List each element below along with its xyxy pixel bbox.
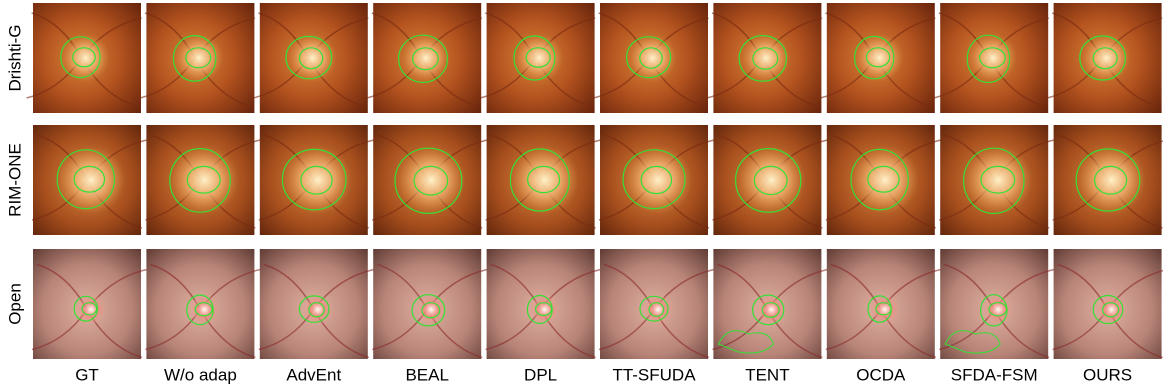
fundus-image xyxy=(32,125,147,235)
fundus-image xyxy=(1047,3,1162,113)
fundus-image xyxy=(367,3,482,113)
optic-disc xyxy=(742,34,790,82)
fundus-image xyxy=(140,3,255,113)
column-label: BEAL xyxy=(405,365,448,384)
column-label: W/o adap xyxy=(164,365,237,384)
optic-disc xyxy=(756,294,787,325)
fundus-image xyxy=(826,125,941,235)
column-label: DPL xyxy=(524,365,557,384)
optic-disc xyxy=(402,34,450,82)
column-label: TT-SFUDA xyxy=(612,365,696,384)
fundus-image xyxy=(372,125,487,235)
optic-disc xyxy=(529,294,560,325)
fundus-image xyxy=(599,125,714,235)
fundus-image xyxy=(32,249,147,359)
fundus-image xyxy=(594,3,709,113)
optic-disc xyxy=(983,294,1014,325)
row-label: Open xyxy=(5,283,24,325)
fundus-image xyxy=(253,3,368,113)
fundus-image xyxy=(486,249,601,359)
fundus-image xyxy=(259,125,374,235)
optic-disc xyxy=(189,294,220,325)
row-label: RIM-ONE xyxy=(5,143,24,217)
column-label: GT xyxy=(75,365,99,384)
fundus-image xyxy=(145,125,260,235)
image-grid xyxy=(27,3,1163,359)
fundus-image xyxy=(27,3,142,113)
column-label: AdvEnt xyxy=(286,365,341,384)
optic-disc xyxy=(416,294,447,325)
fundus-image xyxy=(259,249,374,359)
fundus-image xyxy=(1053,249,1163,359)
fundus-image xyxy=(939,249,1054,359)
fundus-image xyxy=(1053,125,1163,235)
row-label: Drishti-G xyxy=(5,24,24,91)
column-label: OCDA xyxy=(856,365,906,384)
fundus-image xyxy=(934,3,1049,113)
optic-disc xyxy=(1082,34,1130,82)
fundus-image xyxy=(372,249,487,359)
fundus-image xyxy=(820,3,935,113)
column-label: TENT xyxy=(745,365,789,384)
figure: Drishti-G RIM-ONE Open GT W/o adap AdvEnt BEAL… xyxy=(0,0,1163,390)
fundus-image xyxy=(599,249,714,359)
column-label: OURS xyxy=(1083,365,1132,384)
fundus-image xyxy=(707,3,822,113)
fundus-image xyxy=(145,249,260,359)
fundus-image xyxy=(480,3,595,113)
fundus-image xyxy=(712,249,827,359)
column-label: SFDA-FSM xyxy=(951,365,1038,384)
fundus-image xyxy=(712,125,827,235)
fundus-image xyxy=(826,249,941,359)
fundus-image xyxy=(486,125,601,235)
fundus-image xyxy=(939,125,1054,235)
